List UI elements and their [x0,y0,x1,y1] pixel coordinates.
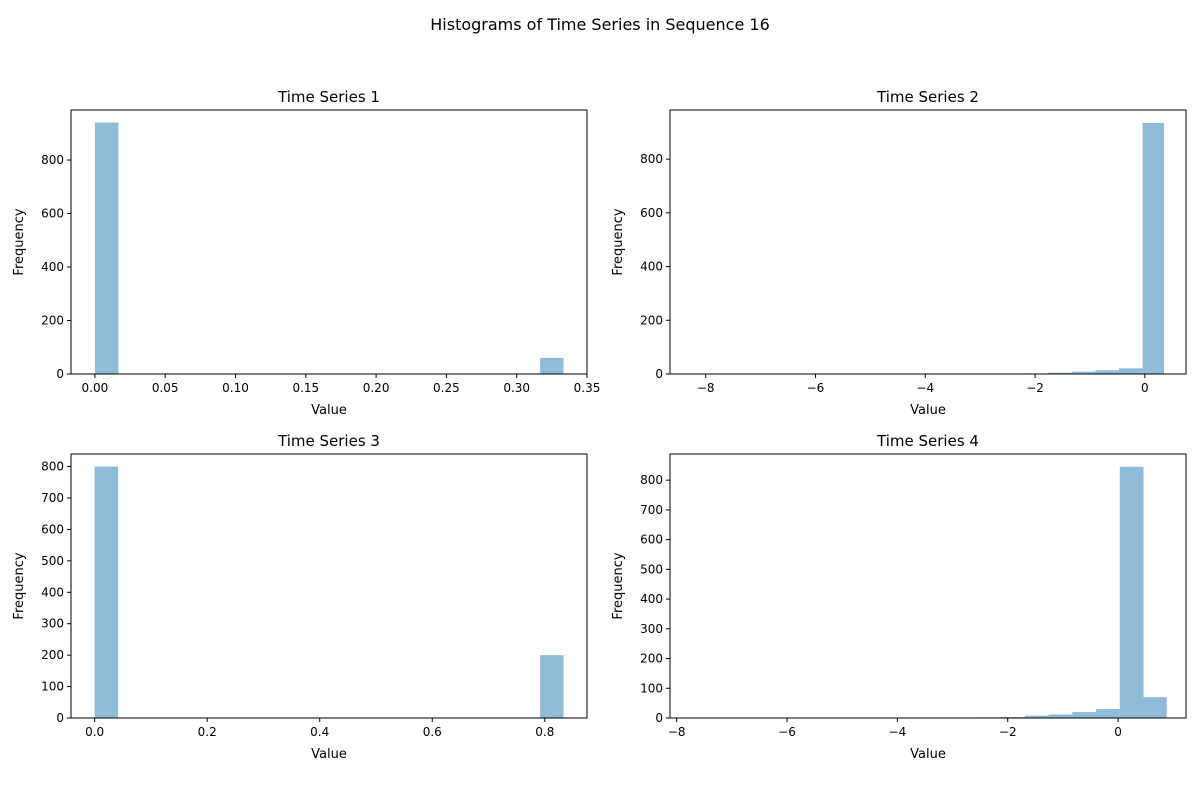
y-tick-label: 800 [640,473,663,487]
y-tick-label: 500 [41,554,64,568]
x-tick-label: 0.4 [310,725,329,739]
x-tick-label: 0.35 [574,381,601,395]
y-tick-label: 100 [41,680,64,694]
y-axis-label: Frequency [12,208,27,275]
x-axis-label: Value [910,403,946,418]
y-tick-label: 400 [41,260,64,274]
y-tick-label: 400 [41,585,64,599]
x-tick-label: 0.25 [433,381,460,395]
x-tick-label: 0.8 [535,725,554,739]
y-tick-label: 300 [640,622,663,636]
histogram-bar [1143,697,1167,718]
histogram-bar [1024,715,1049,718]
x-tick-label: 0.20 [363,381,390,395]
y-tick-label: 800 [41,460,64,474]
subplot-3: 0.0 0.2 0.4 0.6 0.8 0 100 200 300 400 500 600 700 800… [12,432,588,762]
x-tick-label: −8 [697,381,715,395]
x-tick-label: 0.2 [198,725,217,739]
x-tick-label: 0.05 [152,381,179,395]
y-tick-label: 500 [640,562,663,576]
histogram-bar [1119,466,1144,718]
y-tick-label: 300 [41,617,64,631]
x-axis-label: Value [311,747,347,762]
histogram-bar [1071,371,1096,374]
histogram-bar [1096,709,1120,718]
histogram-bar [1142,122,1165,374]
x-tick-label: 0 [1114,725,1122,739]
x-tick-label: −2 [1026,381,1044,395]
histogram-bar [1048,714,1073,718]
axes-frame [70,109,588,375]
y-axis-label: Frequency [611,552,626,619]
subplot-title: Time Series 2 [876,88,979,106]
y-tick-label: 600 [41,207,64,221]
y-tick-label: 800 [41,153,64,167]
x-tick-label: 0.10 [222,381,249,395]
y-tick-label: 700 [41,491,64,505]
x-axis-label: Value [311,403,347,418]
x-tick-label: −8 [668,725,686,739]
x-tick-label: −4 [889,725,907,739]
x-tick-label: 0 [1141,381,1149,395]
histogram-bar [1095,370,1120,374]
figure-title: Histograms of Time Series in Sequence 16 [430,15,770,34]
subplot-1: 0.00 0.05 0.10 0.15 0.20 0.25 0.30 0.35 0 200 400 6… [12,88,600,418]
histogram-bar [1048,372,1072,374]
subplots-grid: 0.00 0.05 0.10 0.15 0.20 0.25 0.30 0.3502004006… [12,88,1187,762]
x-tick-label: 0.0 [85,725,104,739]
x-tick-label: 0.15 [292,381,319,395]
axes-frame [70,453,588,719]
subplot-title: Time Series 4 [876,432,979,450]
y-tick-label: 0 [56,711,64,725]
y-tick-label: 100 [640,681,663,695]
y-tick-label: 400 [640,260,663,274]
y-tick-label: 400 [640,592,663,606]
axes-frame [669,453,1187,719]
y-tick-label: 600 [640,533,663,547]
x-tick-label: −6 [807,381,825,395]
y-tick-label: 600 [640,206,663,220]
histogram-bar [1072,712,1097,718]
y-tick-label: 200 [640,652,663,666]
y-tick-label: 700 [640,503,663,517]
histogram-bar [94,122,119,374]
y-tick-label: 0 [56,367,64,381]
subplot-title: Time Series 3 [277,432,380,450]
y-tick-label: 0 [655,711,663,725]
histogram-bar [540,655,564,718]
y-tick-label: 200 [41,648,64,662]
subplot-title: Time Series 1 [277,88,380,106]
y-axis-label: Frequency [611,208,626,275]
y-tick-label: 600 [41,522,64,536]
x-tick-label: 0.30 [503,381,530,395]
histogram-bar [1119,368,1143,374]
subplot-4: −8 −6 −4 −2 0 0 100 200 300 400 500 600 700 800 Time S… [611,432,1187,762]
x-axis-label: Value [910,747,946,762]
y-tick-label: 200 [41,314,64,328]
subplot-2: −8 −6 −4 −2 0 0 200 400 600 800 Time Series 2 Value… [611,88,1187,418]
histogram-bar [94,466,119,718]
axes-frame [669,109,1187,375]
x-tick-label: −6 [778,725,796,739]
y-axis-label: Frequency [12,552,27,619]
x-tick-label: 0.00 [82,381,109,395]
y-tick-label: 800 [640,152,663,166]
y-tick-label: 200 [640,313,663,327]
histogram-bar [540,357,564,374]
x-tick-label: −4 [916,381,934,395]
x-tick-label: −2 [999,725,1017,739]
y-tick-label: 0 [655,367,663,381]
x-tick-label: 0.6 [423,725,442,739]
